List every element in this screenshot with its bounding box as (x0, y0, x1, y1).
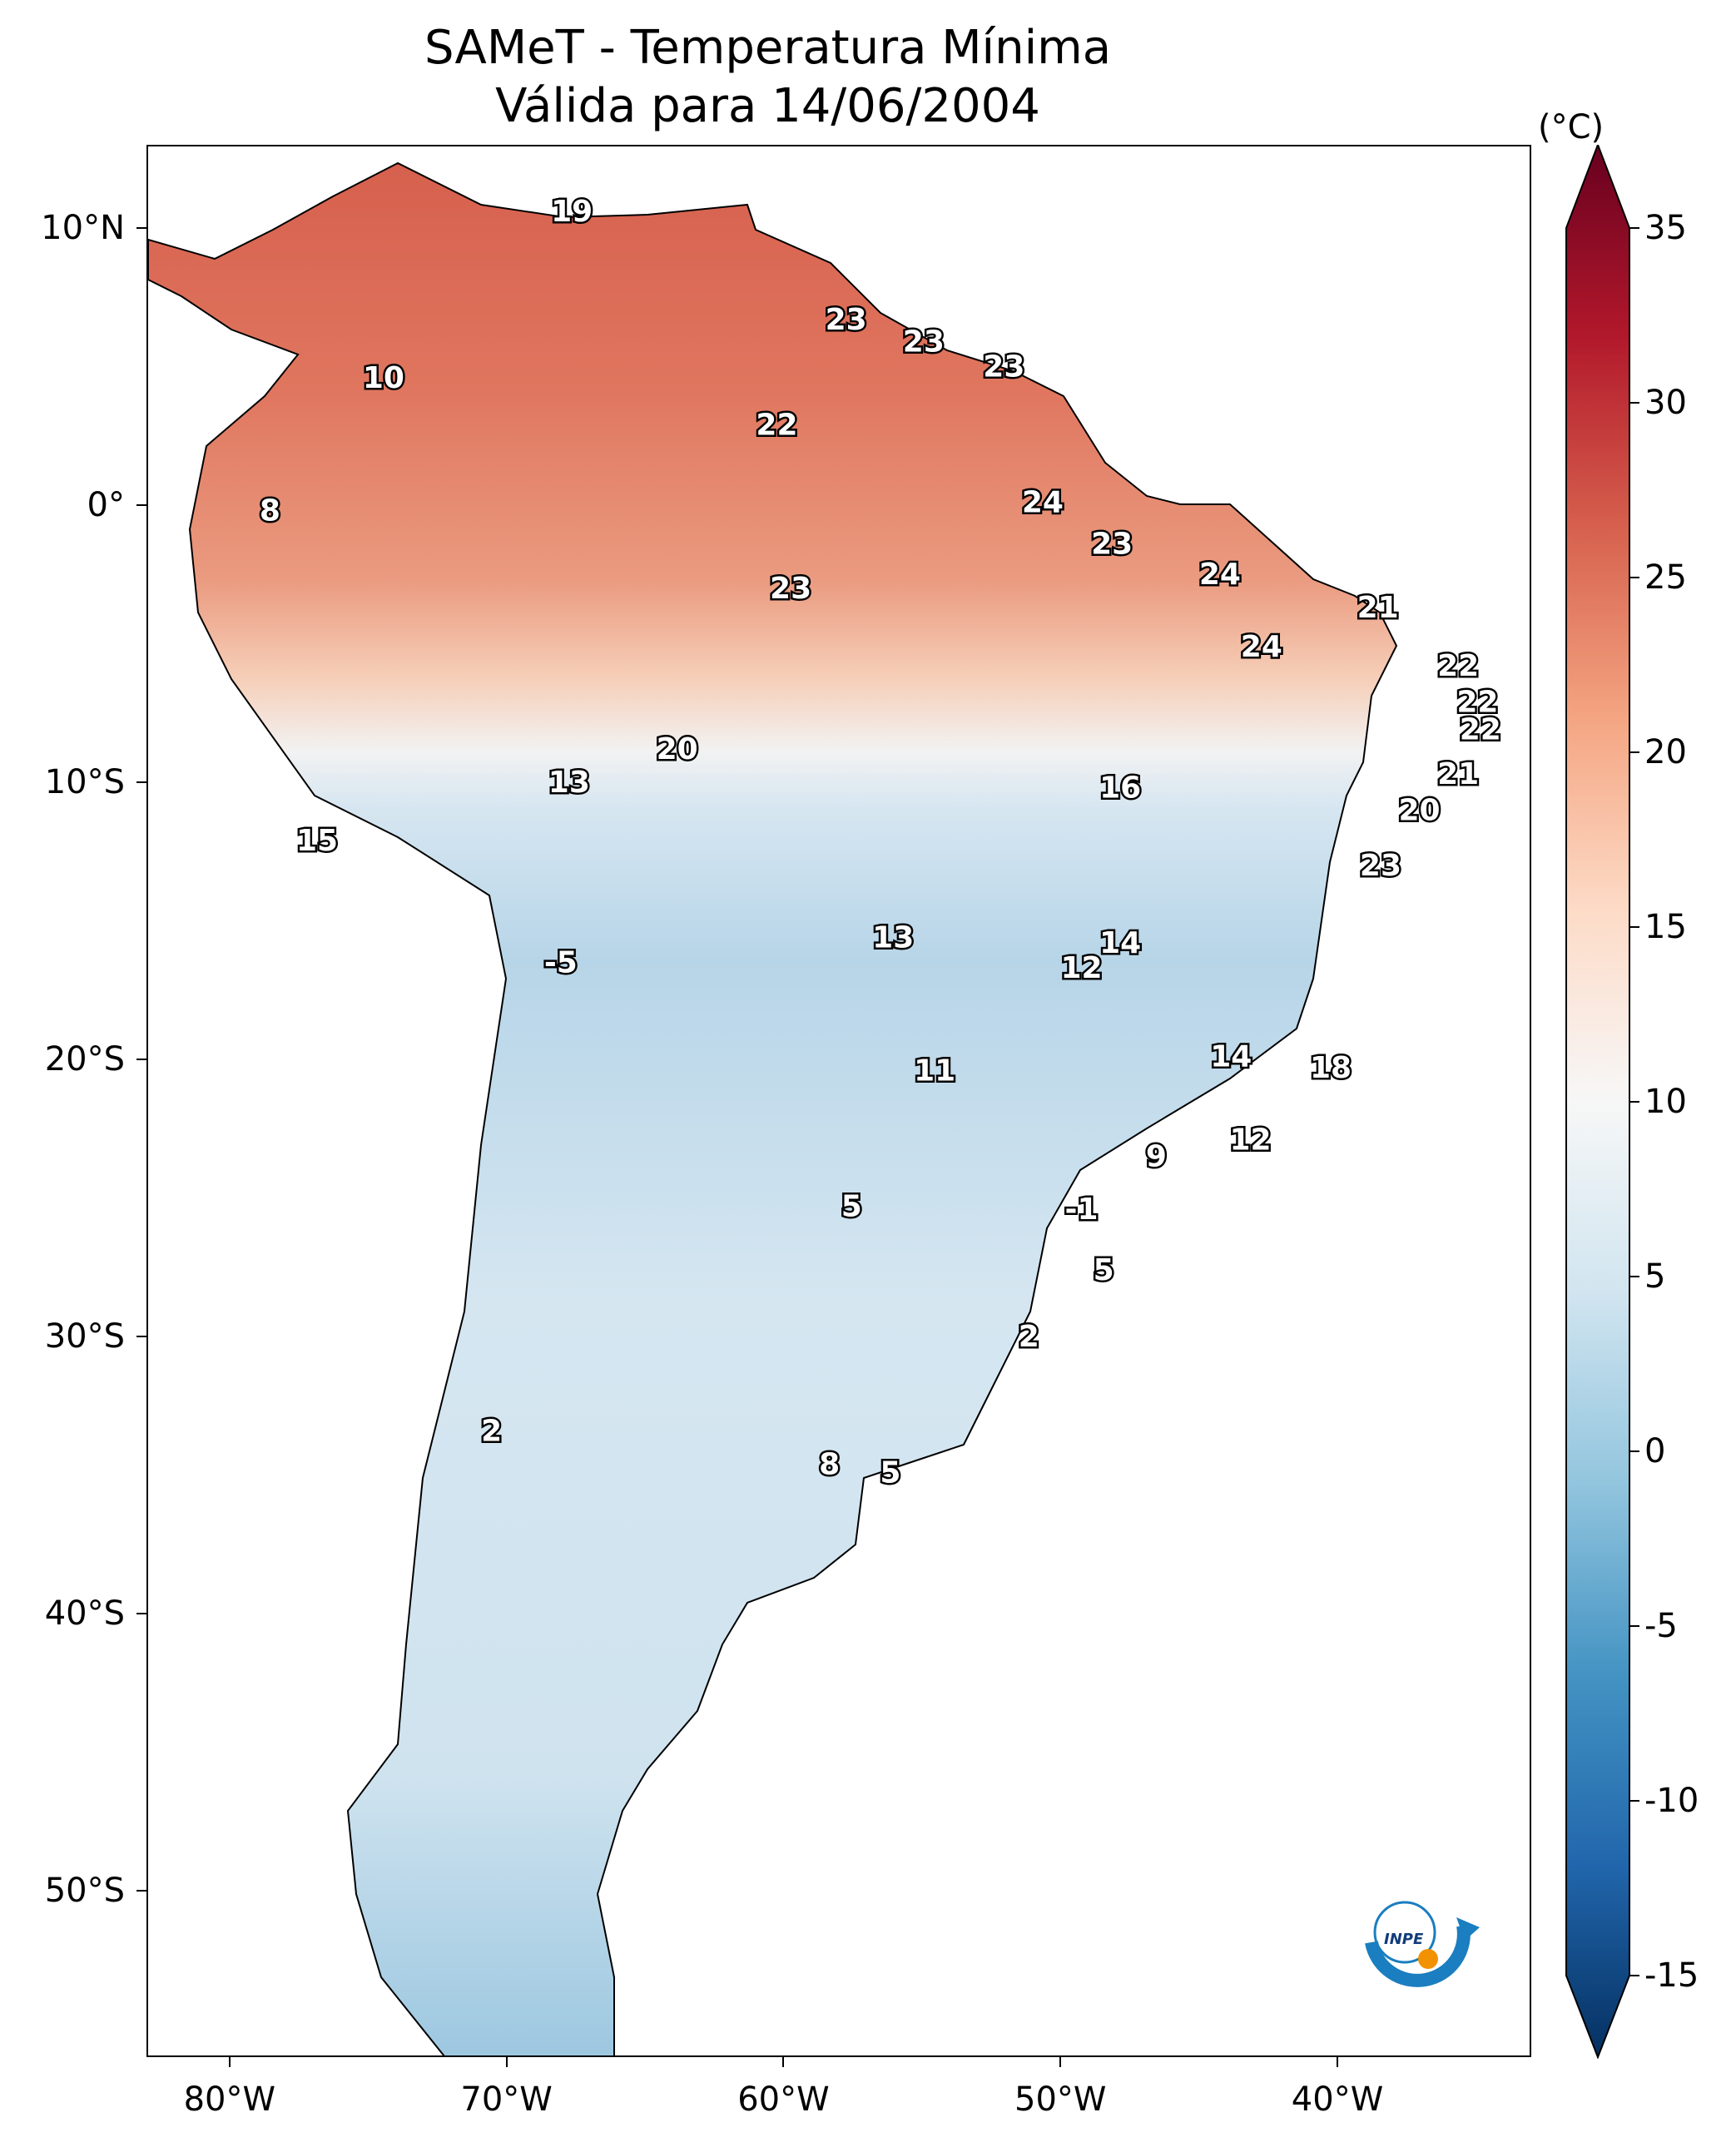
map-panel: 19 10 23 23 23 22 8 24 23 23 24 21 24 22 22 22 20 13 16 21 2… (146, 145, 1531, 2057)
station-label: 2 (481, 1414, 502, 1448)
lat-tick-mark (136, 226, 146, 229)
station-label: 12 (1229, 1123, 1271, 1158)
station-label: 9 (1146, 1140, 1167, 1174)
station-label: 22 (756, 408, 797, 442)
station-label: 20 (1398, 793, 1440, 827)
lon-tick-label: 70°W (460, 2080, 553, 2119)
lon-tick-label: 40°W (1291, 2080, 1384, 2119)
lat-tick-label: 40°S (44, 1594, 125, 1634)
station-label: 18 (1310, 1051, 1352, 1085)
svg-text:INPE: INPE (1384, 1931, 1424, 1948)
station-label: 8 (260, 494, 280, 528)
colorbar-body (1565, 145, 1630, 2059)
colorbar-tick-mark (1629, 577, 1639, 578)
station-label: 12 (1060, 951, 1102, 985)
lon-tick-mark (1059, 2057, 1062, 2067)
map-title: SAMeT - Temperatura Mínima (424, 21, 1112, 75)
station-label: 16 (1099, 771, 1141, 806)
station-label: 24 (1199, 558, 1241, 592)
station-label: 23 (903, 325, 945, 359)
station-label: -1 (1065, 1193, 1099, 1227)
lon-tick-mark (228, 2057, 231, 2067)
lat-tick-mark (136, 1890, 146, 1892)
colorbar-tick-label: 5 (1644, 1257, 1666, 1296)
lat-tick-label: 0° (87, 485, 125, 524)
colorbar-tick-label: 0 (1644, 1432, 1666, 1470)
inpe-logo: INPE (1355, 1892, 1496, 2001)
station-label: 21 (1437, 757, 1479, 791)
station-label: 24 (1241, 630, 1282, 664)
station-label: 23 (983, 350, 1024, 384)
colorbar-tick-label: 15 (1644, 908, 1687, 946)
lon-tick-label: 50°W (1014, 2080, 1107, 2119)
colorbar-tick-mark (1629, 402, 1639, 404)
station-label: 19 (551, 195, 593, 229)
colorbar-tick-label: 25 (1644, 558, 1687, 597)
colorbar-tick-mark (1629, 227, 1639, 229)
lon-tick-label: 80°W (183, 2080, 276, 2119)
colorbar-tick-mark (1629, 1800, 1639, 1802)
station-label: 14 (1210, 1040, 1252, 1074)
colorbar-unit: (°C) (1538, 108, 1605, 146)
colorbar-tick-mark (1629, 1450, 1639, 1452)
colorbar-tick-label: 30 (1644, 384, 1687, 422)
lat-tick-label: 10°S (44, 763, 125, 801)
lat-tick-label: 10°N (41, 208, 125, 247)
station-label: 22 (1460, 713, 1501, 747)
colorbar-tick-label: 10 (1644, 1083, 1687, 1121)
station-label: 2 (1019, 1320, 1039, 1354)
lon-tick-mark (1337, 2057, 1339, 2067)
lat-tick-mark (136, 1336, 146, 1338)
station-label: 13 (548, 766, 590, 800)
station-label: 14 (1099, 926, 1141, 960)
colorbar-tick-mark (1629, 1975, 1639, 1976)
colorbar-tick-label: -10 (1644, 1782, 1699, 1820)
map-subtitle: Válida para 14/06/2004 (495, 79, 1040, 133)
lat-tick-label: 30°S (44, 1317, 125, 1356)
colorbar-tick-mark (1629, 1625, 1639, 1627)
colorbar-tick-label: 20 (1644, 733, 1687, 771)
lat-tick-mark (136, 503, 146, 506)
colorbar-tick-mark (1629, 926, 1639, 928)
station-label: 20 (657, 732, 698, 766)
station-label: 8 (819, 1447, 840, 1481)
colorbar-tick-mark (1629, 1276, 1639, 1277)
lat-tick-label: 50°S (44, 1872, 125, 1911)
lon-tick-label: 60°W (737, 2080, 830, 2119)
colorbar-tick-label: 35 (1644, 209, 1687, 247)
station-label: 5 (1094, 1253, 1114, 1287)
station-label: 23 (770, 572, 811, 606)
lat-tick-mark (136, 781, 146, 783)
station-label: 23 (1091, 528, 1133, 562)
station-label: 21 (1357, 591, 1399, 625)
colorbar-tick-label: -15 (1644, 1956, 1699, 1995)
station-label: 11 (914, 1054, 955, 1088)
station-label: 22 (1456, 685, 1498, 719)
station-label: 5 (880, 1455, 900, 1490)
station-label: 22 (1437, 649, 1479, 683)
lat-tick-mark (136, 1613, 146, 1615)
station-label: -5 (544, 945, 578, 979)
station-label: 5 (841, 1190, 862, 1224)
lon-tick-mark (505, 2057, 508, 2067)
colorbar (1565, 145, 1630, 2059)
colorbar-tick-mark (1629, 1101, 1639, 1103)
colorbar-tick-label: -5 (1644, 1607, 1678, 1645)
lat-tick-mark (136, 1059, 146, 1061)
station-label: 15 (296, 824, 338, 858)
colorbar-tick-mark (1629, 751, 1639, 753)
station-label: 23 (1360, 849, 1401, 883)
station-label: 24 (1022, 486, 1064, 520)
south-america-landmass (148, 161, 1398, 2055)
lat-tick-label: 20°S (44, 1040, 125, 1079)
station-label: 10 (363, 361, 404, 395)
station-label: 13 (872, 921, 914, 955)
station-label: 23 (826, 303, 867, 337)
lon-tick-mark (782, 2057, 785, 2067)
